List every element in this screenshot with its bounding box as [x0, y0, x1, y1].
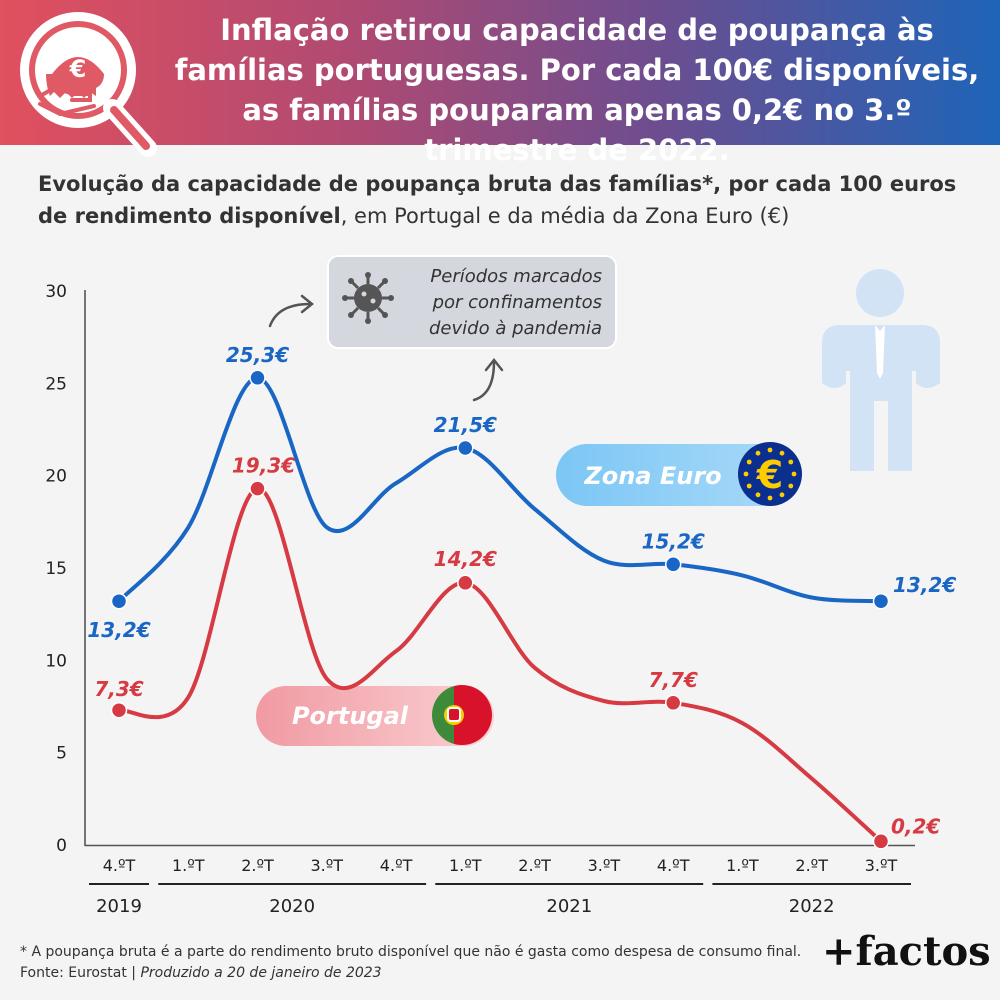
- eurozone-data-point: [872, 592, 890, 610]
- eurozone-data-point: [110, 592, 128, 610]
- year-label: 2021: [546, 896, 592, 917]
- x-tick-label: 2.ºT: [795, 856, 828, 875]
- footnote: * A poupança bruta é a parte do rendimen…: [20, 942, 810, 984]
- eurozone-data-label: 25,3€: [226, 343, 289, 367]
- chart-subtitle-regular: , em Portugal e da média da Zona Euro (€…: [340, 204, 790, 228]
- y-tick-label: 30: [45, 282, 67, 302]
- callout-line-2: por confinamentos: [432, 292, 602, 313]
- x-tick-label: 1.ºT: [172, 856, 205, 875]
- footnote-text: * A poupança bruta é a parte do rendimen…: [20, 944, 802, 981]
- y-tick-label: 15: [45, 559, 67, 579]
- footnote-date: Produzido a 20 de janeiro de 2023: [140, 965, 382, 981]
- brand-logo: +factos: [822, 928, 991, 975]
- eurozone-data-point: [249, 369, 266, 387]
- portugal-data-point: [110, 701, 128, 719]
- portugal-data-point: [457, 574, 474, 592]
- portugal-data-label: 7,7€: [649, 668, 698, 692]
- y-tick-label: 20: [45, 467, 67, 487]
- chart-subtitle: Evolução da capacidade de poupança bruta…: [38, 168, 968, 232]
- portugal-flag-icon: [432, 685, 492, 745]
- x-tick-label: 3.ºT: [311, 856, 344, 875]
- x-tick-label: 2.ºT: [241, 856, 274, 875]
- callout-line-3: devido à pandemia: [429, 318, 602, 339]
- savings-magnifier-icon: €: [20, 12, 157, 157]
- x-tick-label: 3.ºT: [588, 856, 621, 875]
- portugal-data-label: 0,2€: [891, 814, 940, 838]
- y-tick-label: 25: [45, 374, 67, 394]
- y-tick-label: 5: [56, 744, 67, 764]
- y-tick-label: 10: [45, 651, 67, 671]
- callout-arrows: [268, 294, 504, 402]
- chart-subtitle-bold: Evolução da capacidade de poupança bruta…: [38, 172, 957, 228]
- year-label: 2020: [269, 896, 315, 917]
- x-tick-label: 4.ºT: [103, 856, 136, 875]
- year-label: 2019: [96, 896, 142, 917]
- eurozone-data-label: 21,5€: [434, 413, 497, 437]
- x-tick-label: 4.ºT: [380, 856, 413, 875]
- portugal-data-label: 14,2€: [434, 547, 497, 571]
- legend-eurozone: Zona Euro €: [556, 442, 802, 506]
- portugal-data-point: [249, 480, 266, 497]
- eurozone-data-point: [664, 556, 682, 573]
- portugal-series-line: [118, 486, 883, 843]
- eurozone-data-label: 13,2€: [893, 573, 956, 597]
- legend-portugal-label: Portugal: [292, 702, 409, 730]
- eurozone-data-point: [457, 439, 474, 457]
- year-label: 2022: [789, 896, 835, 917]
- x-tick-label: 1.ºT: [449, 856, 482, 875]
- portugal-data-point: [664, 694, 682, 712]
- header-banner: [0, 0, 1000, 145]
- legend-portugal: Portugal: [256, 685, 494, 746]
- svg-text:€: €: [69, 55, 87, 83]
- eurozone-data-label: 13,2€: [87, 618, 150, 642]
- callout-line-1: Períodos marcados: [430, 266, 602, 287]
- euro-flag-icon: €: [738, 442, 802, 506]
- x-tick-label: 3.ºT: [865, 856, 898, 875]
- x-tick-label: 1.ºT: [726, 856, 759, 875]
- x-tick-label: 4.ºT: [657, 856, 690, 875]
- portugal-data-point: [872, 833, 890, 850]
- y-tick-label: 0: [56, 836, 67, 856]
- portugal-data-label: 19,3€: [232, 454, 295, 478]
- x-tick-label: 2.ºT: [518, 856, 551, 875]
- empty-pockets-person-icon: [822, 269, 940, 471]
- legend-eurozone-label: Zona Euro: [583, 462, 721, 490]
- portugal-data-label: 7,3€: [94, 677, 143, 701]
- virus-icon: [342, 272, 394, 324]
- eurozone-data-label: 15,2€: [642, 529, 705, 553]
- svg-text:€: €: [756, 453, 783, 497]
- pandemic-callout: Períodos marcados por confinamentos devi…: [327, 255, 617, 349]
- page-title: Inflação retirou capacidade de poupança …: [174, 13, 980, 167]
